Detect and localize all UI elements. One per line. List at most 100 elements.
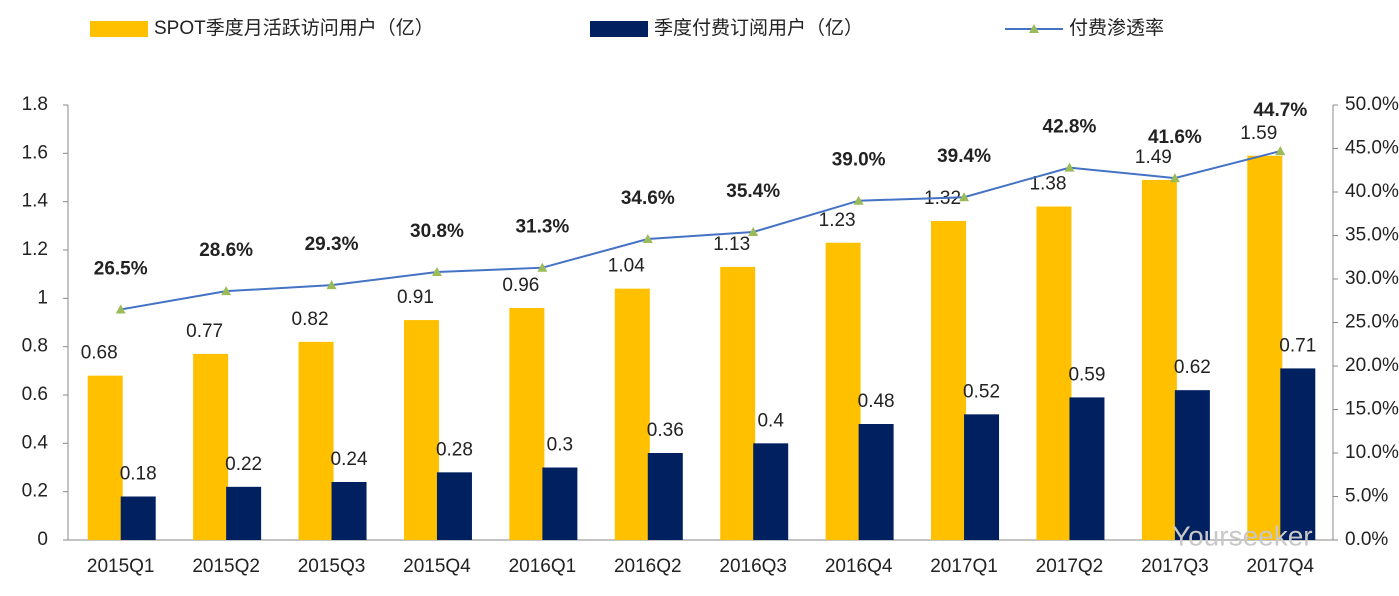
value-label: 0.36 <box>647 420 684 441</box>
x-tick-label: 2015Q2 <box>192 556 260 577</box>
marker <box>642 233 653 243</box>
y2-tick-label: 0.0% <box>1345 529 1388 550</box>
rate-label: 39.0% <box>832 150 886 171</box>
marker <box>431 267 442 277</box>
bar <box>1036 206 1072 540</box>
bar <box>509 308 545 540</box>
value-label: 0.77 <box>186 321 223 342</box>
marker <box>326 280 337 290</box>
value-label: 0.4 <box>757 410 784 431</box>
x-tick-label: 2017Q2 <box>1036 556 1104 577</box>
legend-label: SPOT季度月活跃访问用户（亿） <box>154 17 434 39</box>
marker <box>959 192 970 202</box>
value-label: 1.23 <box>819 210 856 231</box>
y-tick-label: 0.2 <box>22 481 48 502</box>
watermark: Yourseeker <box>1172 520 1313 551</box>
value-label: 0.82 <box>292 309 329 330</box>
y-tick-label: 0.6 <box>22 384 48 405</box>
x-tick-label: 2015Q3 <box>298 556 366 577</box>
bar <box>120 496 156 540</box>
y-tick-label: 1.2 <box>22 239 48 260</box>
bar <box>193 353 229 540</box>
bar <box>87 375 123 540</box>
bar <box>614 288 650 540</box>
y-tick-label: 1.8 <box>22 94 48 115</box>
value-label: 1.59 <box>1240 123 1277 144</box>
marker <box>1275 146 1286 156</box>
bar <box>1069 397 1105 540</box>
value-label: 0.71 <box>1279 335 1316 356</box>
marker <box>221 286 232 296</box>
bar <box>1280 368 1316 540</box>
y2-tick-label: 50.0% <box>1345 94 1399 115</box>
legend-swatch <box>90 21 148 37</box>
bar <box>1141 179 1177 540</box>
x-tick-label: 2015Q1 <box>87 556 155 577</box>
bar <box>931 221 967 540</box>
bar <box>1174 390 1210 540</box>
y2-tick-label: 30.0% <box>1345 268 1399 289</box>
y-tick-label: 0.8 <box>22 336 48 357</box>
rate-label: 26.5% <box>94 258 148 279</box>
marker <box>537 262 548 272</box>
value-label: 0.52 <box>963 381 1000 402</box>
rate-label: 35.4% <box>726 181 780 202</box>
y2-tick-label: 15.0% <box>1345 399 1399 420</box>
x-tick-label: 2016Q2 <box>614 556 682 577</box>
value-label: 1.04 <box>608 256 645 277</box>
x-tick-label: 2015Q4 <box>403 556 471 577</box>
marker <box>1064 162 1075 172</box>
value-label: 0.48 <box>858 391 895 412</box>
bar <box>436 472 472 540</box>
rate-label: 29.3% <box>305 234 359 255</box>
value-label: 1.49 <box>1135 147 1172 168</box>
rate-label: 39.4% <box>937 146 991 167</box>
y-tick-label: 0 <box>37 529 48 550</box>
marker <box>1169 173 1180 183</box>
legend-marker <box>1029 24 1039 33</box>
x-tick-label: 2016Q4 <box>825 556 893 577</box>
bar <box>858 424 894 540</box>
legend-label: 付费渗透率 <box>1069 17 1164 39</box>
y2-tick-label: 20.0% <box>1345 355 1399 376</box>
bar <box>753 443 789 540</box>
legend-label: 季度付费订阅用户（亿） <box>654 17 863 39</box>
bar <box>647 453 683 540</box>
y2-tick-label: 40.0% <box>1345 181 1399 202</box>
value-label: 0.68 <box>81 343 118 364</box>
y2-tick-label: 25.0% <box>1345 312 1399 333</box>
rate-label: 31.3% <box>515 217 569 238</box>
value-label: 0.59 <box>1068 364 1105 385</box>
y2-tick-label: 35.0% <box>1345 225 1399 246</box>
rate-label: 44.7% <box>1253 100 1307 121</box>
x-tick-label: 2017Q1 <box>930 556 998 577</box>
bar <box>298 341 334 540</box>
y-tick-label: 1.6 <box>22 142 48 163</box>
rate-label: 41.6% <box>1148 127 1202 148</box>
x-tick-label: 2016Q1 <box>509 556 577 577</box>
marker <box>115 304 126 314</box>
y2-tick-label: 10.0% <box>1345 442 1399 463</box>
x-tick-label: 2017Q4 <box>1246 556 1314 577</box>
bar <box>226 486 262 540</box>
y-tick-label: 1.4 <box>22 191 49 212</box>
value-label: 0.96 <box>502 275 539 296</box>
x-tick-label: 2016Q3 <box>719 556 787 577</box>
marker <box>853 195 864 205</box>
bar <box>403 320 439 540</box>
marker <box>748 227 759 237</box>
rate-label: 42.8% <box>1043 117 1097 138</box>
value-label: 1.13 <box>713 234 750 255</box>
y2-tick-label: 45.0% <box>1345 138 1399 159</box>
line <box>120 150 1281 311</box>
bar <box>825 242 861 540</box>
value-label: 0.62 <box>1174 357 1211 378</box>
rate-label: 34.6% <box>621 188 675 209</box>
value-label: 0.22 <box>225 454 262 475</box>
value-label: 0.3 <box>547 435 573 456</box>
value-label: 1.38 <box>1029 174 1066 195</box>
value-label: 0.28 <box>436 439 473 460</box>
x-tick-label: 2017Q3 <box>1141 556 1209 577</box>
y-tick-label: 0.4 <box>22 432 49 453</box>
